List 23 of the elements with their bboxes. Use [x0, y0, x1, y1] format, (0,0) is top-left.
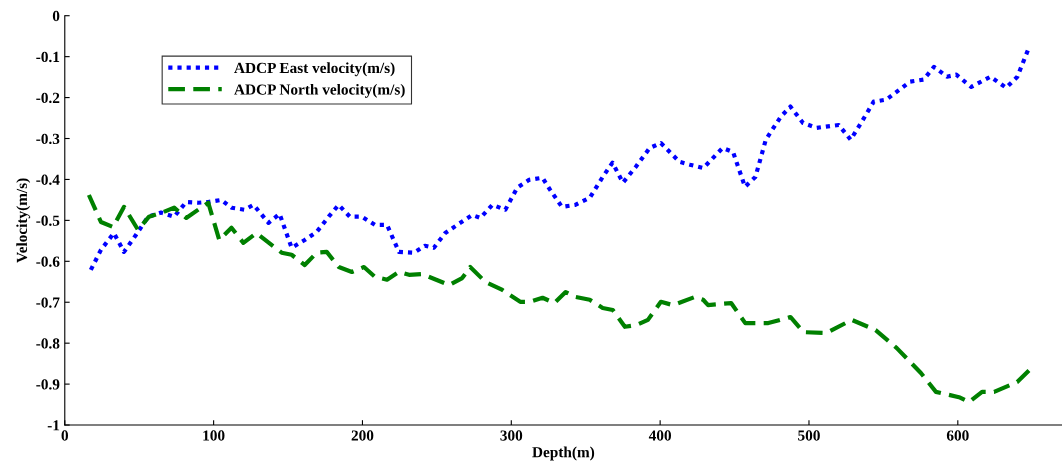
- y-tick-label: -0.1: [36, 51, 60, 63]
- x-axis-title: Depth(m): [532, 446, 595, 461]
- y-tick-label: -0.4: [36, 174, 60, 185]
- x-tick-label: 500: [798, 430, 820, 441]
- y-tick-label: -0.2: [36, 92, 60, 104]
- y-tick-label: -0.8: [36, 338, 60, 349]
- y-tick-label: 0: [52, 10, 60, 22]
- x-tick-label: 400: [648, 430, 672, 441]
- y-tick-label: -0.9: [36, 379, 60, 390]
- x-tick-label: 100: [203, 430, 225, 441]
- x-tick-label: 300: [500, 430, 523, 441]
- y-tick-label: -0.6: [36, 256, 60, 267]
- line-series: [86, 192, 1032, 405]
- legend-label: ADCP East velocity(m/s): [234, 62, 395, 77]
- x-tick-label: 0: [61, 430, 69, 441]
- x-tick-label: 200: [351, 430, 374, 441]
- x-tick-label: 600: [946, 430, 969, 441]
- y-tick-label: -0.7: [36, 297, 60, 308]
- legend-label: ADCP North velocity(m/s): [234, 83, 405, 98]
- y-tick-label: -0.5: [36, 215, 60, 226]
- y-tick-label: -1: [47, 420, 60, 431]
- y-axis-title: Velocity(m/s): [16, 178, 31, 263]
- y-tick-label: -0.3: [36, 133, 60, 145]
